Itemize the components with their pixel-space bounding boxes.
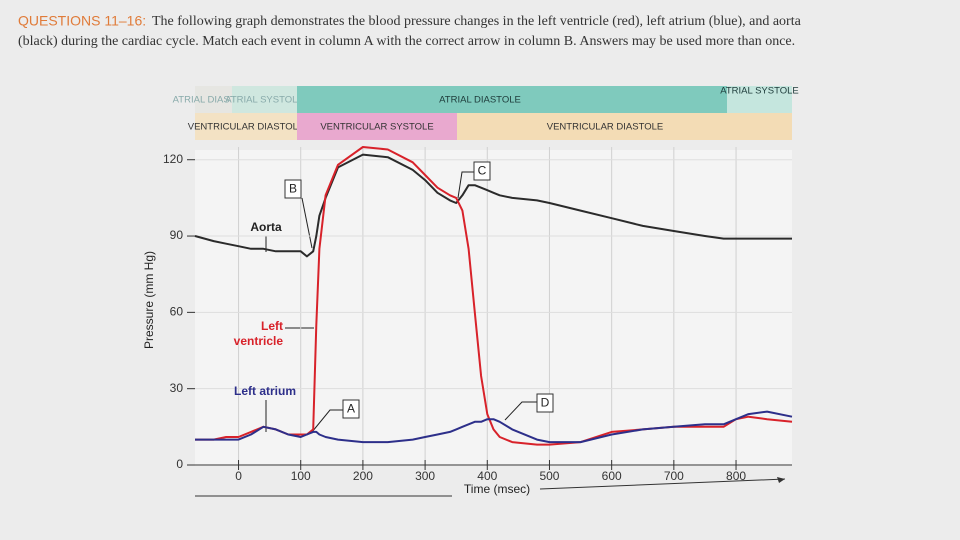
x-axis-label: Time (msec) [464, 482, 530, 496]
phase-label: ATRIAL DIASTOLE [439, 95, 521, 106]
x-tick-label: 700 [664, 469, 684, 483]
annotation-box [473, 161, 491, 181]
x-tick-label: 800 [726, 469, 746, 483]
x-axis-arrowhead [777, 477, 785, 483]
phase-label: VENTRICULAR DIASTOLE [547, 122, 664, 133]
question-text: The following graph demonstrates the blo… [152, 14, 802, 29]
phase-label: ATRIAL SYSTOLE [225, 95, 304, 106]
phase-band [195, 86, 232, 113]
leader [301, 197, 313, 249]
phase-label: ATRIAL SYSTOLE [720, 86, 799, 97]
leader [311, 409, 343, 433]
question-text: (black) during the cardiac cycle. Match … [18, 34, 795, 49]
phase-label: VENTRICULAR SYSTOLE [320, 122, 433, 133]
phase-label: VENTRICULAR DIASTOLE [188, 122, 305, 133]
phase-band [232, 86, 297, 113]
series-line [194, 153, 792, 258]
x-tick-label: 400 [477, 469, 497, 483]
phase-band [297, 86, 727, 113]
y-axis-label: Pressure (mm Hg) [142, 251, 156, 349]
series-line [195, 410, 793, 444]
question-label: QUESTIONS 11–16: [18, 13, 146, 29]
annotation-box-label: D [541, 396, 550, 410]
annotation: Left [261, 319, 283, 333]
x-axis-arrow-line [539, 478, 786, 490]
y-tick-label: 120 [163, 152, 183, 166]
y-tick-label: 60 [170, 305, 184, 319]
annotation-box-label: A [347, 402, 355, 416]
phase-band [727, 86, 792, 113]
x-tick-label: 600 [602, 469, 622, 483]
x-tick-label: 100 [291, 469, 311, 483]
x-tick-label: 0 [235, 469, 242, 483]
phase-band [195, 113, 297, 140]
annotation-box-label: B [289, 182, 297, 196]
annotation-box [536, 393, 554, 413]
annotation-box [284, 179, 302, 199]
leader [504, 401, 537, 421]
y-tick-label: 0 [176, 457, 183, 471]
plot-area [195, 150, 792, 466]
phase-band [457, 113, 792, 140]
y-tick-label: 30 [170, 381, 184, 395]
annotation-box [342, 399, 360, 419]
x-tick-label: 200 [353, 469, 373, 483]
annotation: Aorta [250, 220, 282, 234]
annotation-box-label: C [478, 164, 487, 178]
phase-band [297, 113, 457, 140]
annotation: Left atrium [234, 384, 296, 398]
x-tick-label: 300 [415, 469, 435, 483]
leader [457, 171, 474, 199]
phase-label: ATRIAL DIASTOLE [173, 95, 255, 106]
annotation: ventricle [234, 334, 284, 348]
x-tick-label: 500 [539, 469, 559, 483]
y-tick-label: 90 [170, 228, 184, 242]
